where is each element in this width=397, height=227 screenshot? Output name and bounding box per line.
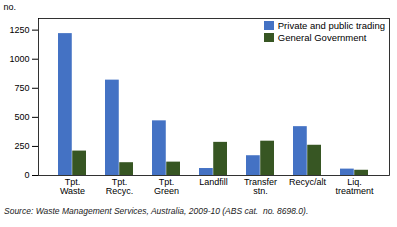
svg-text:500: 500	[14, 112, 29, 122]
svg-text:1250: 1250	[9, 25, 29, 35]
svg-text:1000: 1000	[9, 54, 29, 64]
html-text:Source: Waste Management Servi: Source: Waste Management Services, Austr…	[4, 206, 309, 216]
html-text:General Government: General Government	[277, 32, 367, 43]
svg-text:Transferstn.: Transferstn.	[244, 177, 277, 196]
svg-text:Liq.treatment: Liq.treatment	[335, 177, 374, 196]
svg-text:Recyc/alt: Recyc/alt	[289, 177, 327, 187]
svg-text:no.: no.	[4, 2, 17, 12]
svg-text:750: 750	[14, 83, 29, 93]
svg-text:0: 0	[24, 170, 29, 180]
svg-text:Tpt.Green: Tpt.Green	[154, 177, 179, 196]
svg-text:Tpt.Recyc.: Tpt.Recyc.	[106, 177, 134, 196]
svg-text:Landfill: Landfill	[199, 177, 228, 187]
svg-text:250: 250	[14, 141, 29, 151]
svg-text:Tpt.Waste: Tpt.Waste	[60, 177, 85, 196]
html-text:Private and public trading: Private and public trading	[277, 20, 385, 31]
